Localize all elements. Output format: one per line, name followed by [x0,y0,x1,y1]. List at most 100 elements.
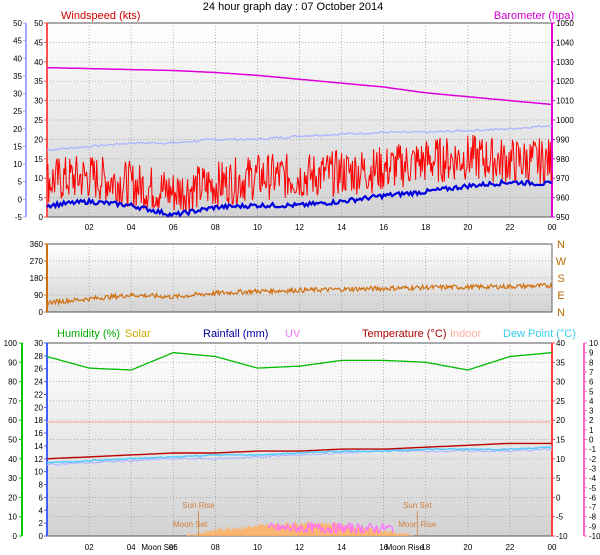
tick-label: 24 [34,378,43,387]
x-tick-label: 12 [295,223,304,232]
tick-label: 30 [34,97,43,106]
x-tick-label: 06 [169,223,178,232]
tick-label: 0 [13,532,18,541]
tick-label: 45 [13,37,22,46]
legend-dewpoint: Dew Point (°C) [503,328,576,340]
tick-label: 5 [18,178,23,187]
tick-label: 12 [34,455,43,464]
x-tick-label: 02 [85,223,94,232]
compass-label: W [556,256,567,268]
tick-label: 10 [8,513,17,522]
tick-label: 10 [34,468,43,477]
barometer-axis-label: Barometer (hpa) [494,10,574,22]
tick-label: 18 [34,416,43,425]
tick-label: 180 [30,274,44,283]
windspeed-axis-label: Windspeed (kts) [61,10,140,22]
legend-uv: UV [285,328,301,340]
tick-label: 40 [34,58,43,67]
tick-label: 25 [34,116,43,125]
tick-label: 3 [589,407,594,416]
tick-label: 15 [556,436,565,445]
tick-label: -10 [589,532,600,541]
tick-label: -10 [556,532,568,541]
compass-label: E [557,290,564,302]
x-tick-label: 00 [548,223,557,232]
x-tick-label: 18 [421,543,430,552]
tick-label: 70 [8,397,17,406]
legend-indoor: Indoor [450,328,482,340]
tick-label: 8 [39,481,44,490]
wind-gust-line [46,134,553,214]
tick-label: 40 [556,339,565,348]
tick-label: -5 [556,513,564,522]
tick-label: 5 [39,194,44,203]
compass-label: N [557,307,565,319]
tick-label: 35 [34,77,43,86]
tick-label: -5 [589,484,597,493]
tick-label: 20 [34,403,43,412]
x-tick-label: 14 [337,543,346,552]
x-tick-label: 10 [253,223,262,232]
uv-line [267,521,394,535]
x-tick-label: 16 [379,543,388,552]
dewpoint-line [46,446,553,464]
tick-label: 10 [13,160,22,169]
x-tick-label: 00 [548,543,557,552]
tick-label: 0 [39,213,44,222]
tick-label: 0 [589,436,594,445]
tick-label: 30 [13,90,22,99]
tick-label: 100 [4,339,18,348]
tick-label: 960 [556,194,570,203]
tick-label: -9 [589,522,597,531]
tick-label: -4 [589,474,597,483]
tick-label: -8 [589,513,597,522]
x-tick-label: 04 [127,543,136,552]
tick-label: 0 [556,493,561,502]
x-tick-label: 02 [85,543,94,552]
tick-label: -5 [15,213,23,222]
sun-moon-annotation: Sun Rise [182,501,215,510]
x-tick-label: 22 [505,543,514,552]
legend-solar: Solar [125,328,151,340]
barometer-line [46,66,553,106]
sun-moon-annotation: Sun Set [403,501,432,510]
tick-label: 7 [589,368,594,377]
feels-like-line [46,447,553,466]
tick-label: 40 [13,54,22,63]
solar-area [183,520,416,536]
legend-rainfall: Rainfall (mm) [203,328,268,340]
legend-temperature: Temperature (°C) [362,328,446,340]
tick-label: 60 [8,416,17,425]
tick-label: 14 [34,442,43,451]
tick-label: 30 [8,474,17,483]
tick-label: -2 [589,455,597,464]
x-tick-label: 10 [253,543,262,552]
tick-label: 20 [13,125,22,134]
x-tick-label: 12 [295,543,304,552]
wind-average-line [46,178,553,218]
tick-label: 0 [39,532,44,541]
x-tick-label: 14 [337,223,346,232]
temperature-line [46,442,552,460]
tick-label: 1050 [556,19,574,28]
compass-label: S [557,273,564,285]
tick-label: -6 [589,493,597,502]
tick-label: 80 [8,378,17,387]
tick-label: -3 [589,464,597,473]
x-tick-label: 18 [421,223,430,232]
tick-label: 270 [30,257,44,266]
humidity-line [46,351,553,371]
x-tick-label: 22 [505,223,514,232]
tick-label: 10 [556,455,565,464]
x-tick-label: 08 [211,223,220,232]
tick-label: 90 [34,291,43,300]
tick-label: 10 [589,339,598,348]
x-tick-label: 08 [211,543,220,552]
tick-label: 9 [589,349,594,358]
tick-label: 2 [589,416,594,425]
x-tick-label: 06 [169,543,178,552]
tick-label: 28 [34,352,43,361]
tick-label: 50 [13,19,22,28]
tick-label: 6 [39,493,44,502]
x-tick-label: 16 [379,223,388,232]
